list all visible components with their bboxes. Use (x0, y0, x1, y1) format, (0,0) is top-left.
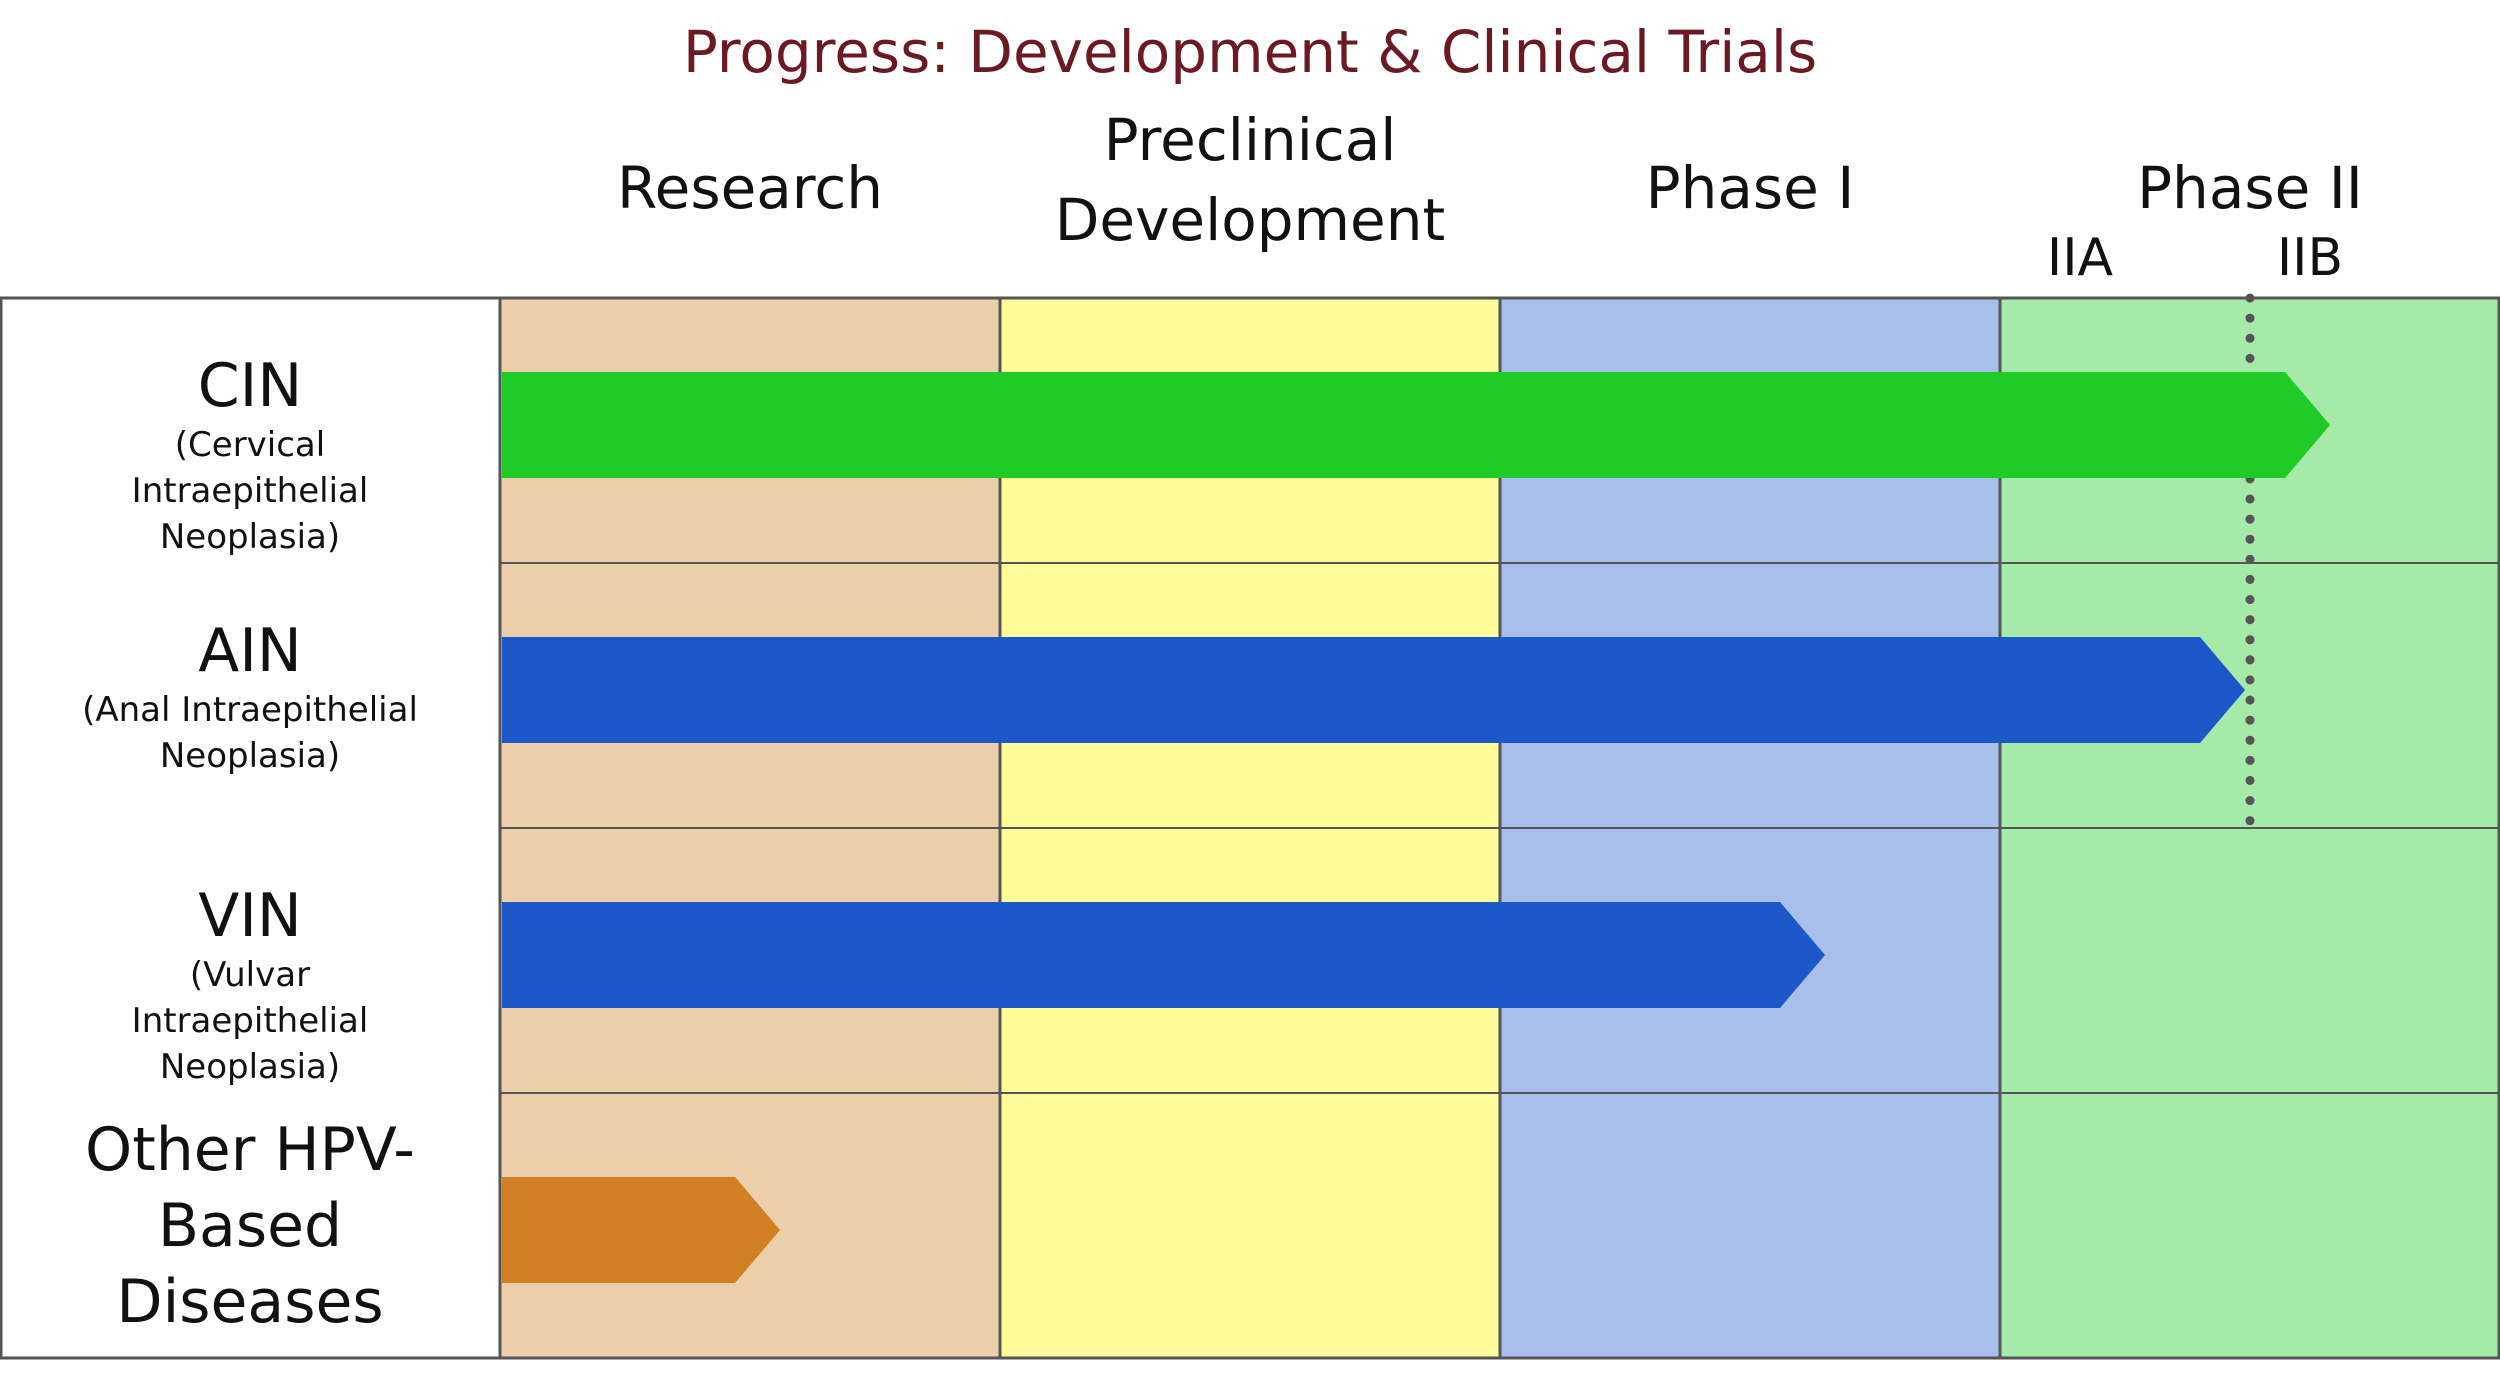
progress-arrow-2 (502, 637, 2245, 743)
substage-label-2b: IIB (2276, 228, 2344, 288)
row-name: CIN (197, 351, 303, 421)
substage-label-2a: IIA (2046, 228, 2114, 288)
stage-header-phase-1: Phase I (1645, 154, 1855, 222)
chart-title: Progress: Development & Clinical Trials (682, 18, 1818, 86)
progress-arrow-3 (502, 902, 1825, 1008)
row-label-cin: CIN (Cervical Intraepithelial Neoplasia) (0, 350, 500, 560)
row-label-ain: AIN (Anal Intraepithelial Neoplasia) (0, 615, 500, 779)
row-subtitle: (Anal Intraepithelial Neoplasia) (82, 690, 418, 776)
stage-header-phase-2: Phase II (2137, 154, 2363, 222)
row-subtitle: (Cervical Intraepithelial Neoplasia) (131, 425, 369, 557)
row-name: AIN (198, 616, 302, 686)
stage-header-preclinical: Preclinical Development (1054, 106, 1446, 254)
row-name: Other HPV-Based Diseases (85, 1115, 415, 1337)
progress-arrow-1 (502, 372, 2330, 478)
row-label-other: Other HPV-Based Diseases (0, 1112, 500, 1340)
progress-arrow-4 (502, 1177, 780, 1283)
row-name: VIN (198, 881, 302, 951)
row-label-vin: VIN (Vulvar Intraepithelial Neoplasia) (0, 880, 500, 1090)
stage-header-research: Research (616, 154, 884, 222)
row-subtitle: (Vulvar Intraepithelial Neoplasia) (131, 955, 369, 1087)
chart-border (0, 296, 2500, 1360)
label-column (0, 298, 500, 1358)
